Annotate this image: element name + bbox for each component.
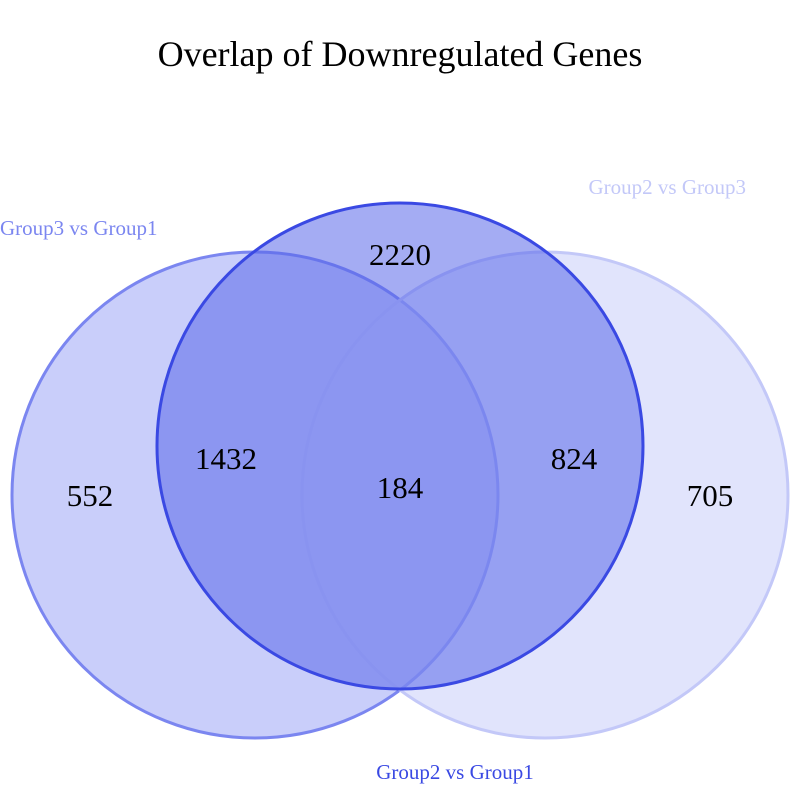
count-group2-group3-and-group2-group1: 824 (551, 441, 598, 476)
set-label-group2-vs-group3: Group2 vs Group3 (589, 175, 747, 199)
count-only-group3-vs-group1: 552 (67, 478, 114, 513)
set-label-group2-vs-group1: Group2 vs Group1 (376, 760, 534, 784)
chart-title: Overlap of Downregulated Genes (158, 34, 643, 74)
set-circle-group2-vs-group1 (155, 201, 645, 691)
set-label-group3-vs-group1: Group3 vs Group1 (0, 216, 158, 240)
count-only-group2-vs-group1: 2220 (369, 237, 431, 272)
count-all-three: 184 (377, 470, 424, 505)
count-group3-group1-and-group2-group1: 1432 (195, 441, 257, 476)
count-only-group2-vs-group3: 705 (687, 478, 734, 513)
